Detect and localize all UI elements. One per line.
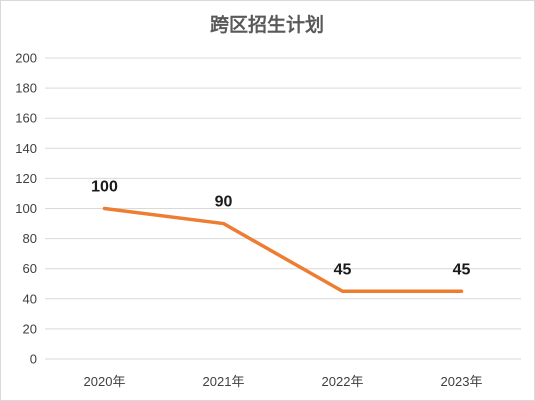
y-tick-label: 100 <box>15 201 37 216</box>
x-tick-label: 2021年 <box>203 374 245 389</box>
data-label: 100 <box>91 179 118 196</box>
series-line <box>102 206 464 294</box>
y-tick-label: 180 <box>15 81 37 96</box>
y-tick-label: 80 <box>23 231 37 246</box>
data-label: 90 <box>215 194 233 211</box>
x-tick-label: 2022年 <box>322 374 364 389</box>
x-tick-label: 2020年 <box>84 374 126 389</box>
data-label: 45 <box>334 261 352 278</box>
y-tick-label: 120 <box>15 171 37 186</box>
y-tick-label: 160 <box>15 111 37 126</box>
y-tick-label: 0 <box>30 352 37 367</box>
y-tick-label: 60 <box>23 261 37 276</box>
y-tick-label: 200 <box>15 51 37 66</box>
y-tick-label: 140 <box>15 141 37 156</box>
y-tick-label: 20 <box>23 321 37 336</box>
data-label: 45 <box>453 261 471 278</box>
y-tick-label: 40 <box>23 291 37 306</box>
chart-title: 跨区招生计划 <box>210 13 324 36</box>
x-tick-label: 2023年 <box>441 374 483 389</box>
